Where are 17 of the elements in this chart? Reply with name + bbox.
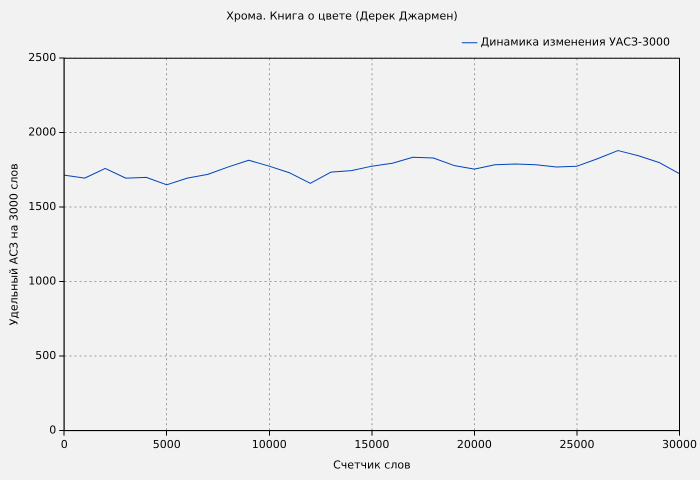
y-tick-label: 2000 [28, 126, 56, 139]
x-tick-label: 30000 [662, 438, 698, 452]
x-tick-label: 5000 [152, 438, 181, 452]
x-tick-label: 25000 [559, 438, 594, 452]
chart-title: Хрома. Книга о цвете (Дерек Джармен) [226, 9, 458, 22]
y-tick-label: 2500 [28, 51, 56, 64]
y-axis-title: Удельный АСЗ на 3000 слов [7, 163, 20, 326]
x-tick-label: 0 [60, 438, 68, 452]
y-tick-label: 1500 [28, 200, 56, 214]
x-tick-label: 20000 [456, 438, 492, 452]
x-tick-label: 10000 [252, 438, 287, 452]
y-tick-label: 0 [49, 423, 56, 436]
x-tick-label: 15000 [354, 438, 390, 452]
y-tick-label: 1000 [28, 274, 56, 288]
x-axis-title: Счетчик слов [333, 458, 411, 472]
y-tick-label: 500 [35, 348, 56, 362]
legend-label: Динамика изменения УАСЗ-3000 [480, 36, 670, 49]
